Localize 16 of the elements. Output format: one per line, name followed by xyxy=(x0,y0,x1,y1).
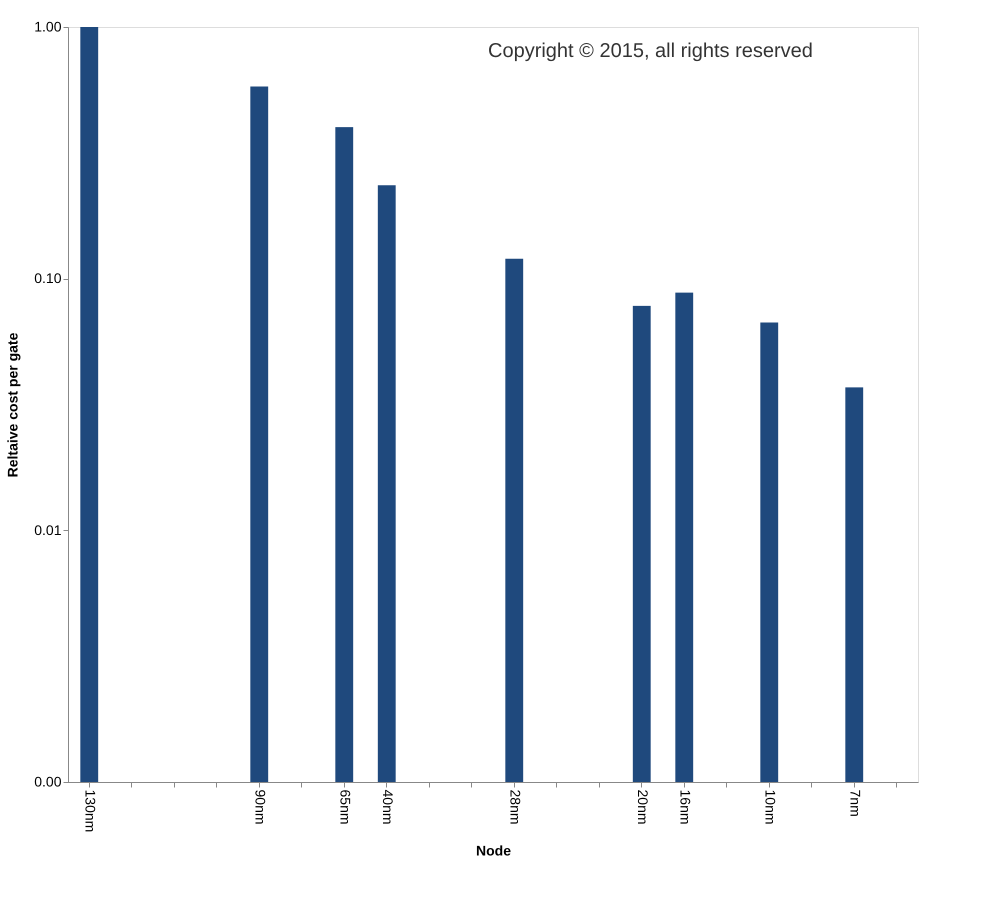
x-tick-label: 90nm xyxy=(252,790,268,825)
y-tick-label: 0.00 xyxy=(34,774,62,790)
y-tick-label: 1.00 xyxy=(34,18,62,34)
annotation: Copyright © 2015, all rights reserved xyxy=(488,40,813,62)
x-tick-label: 40nm xyxy=(380,790,396,825)
x-tick-label: 16nm xyxy=(677,790,694,825)
x-tick-label: 65nm xyxy=(337,790,354,825)
x-tick-label: 7nm xyxy=(847,790,864,817)
y-tick-label: 0.01 xyxy=(34,522,62,538)
x-axis-title: Node xyxy=(476,842,512,858)
x-tick-label: 10nm xyxy=(762,790,778,825)
y-tick-label: 0.10 xyxy=(34,270,62,286)
x-tick-label: 20nm xyxy=(634,790,651,825)
x-tick-label: 130nm xyxy=(82,790,98,832)
y-axis-title: Reltaive cost per gate xyxy=(4,332,20,478)
x-tick-label: 28nm xyxy=(507,790,524,825)
